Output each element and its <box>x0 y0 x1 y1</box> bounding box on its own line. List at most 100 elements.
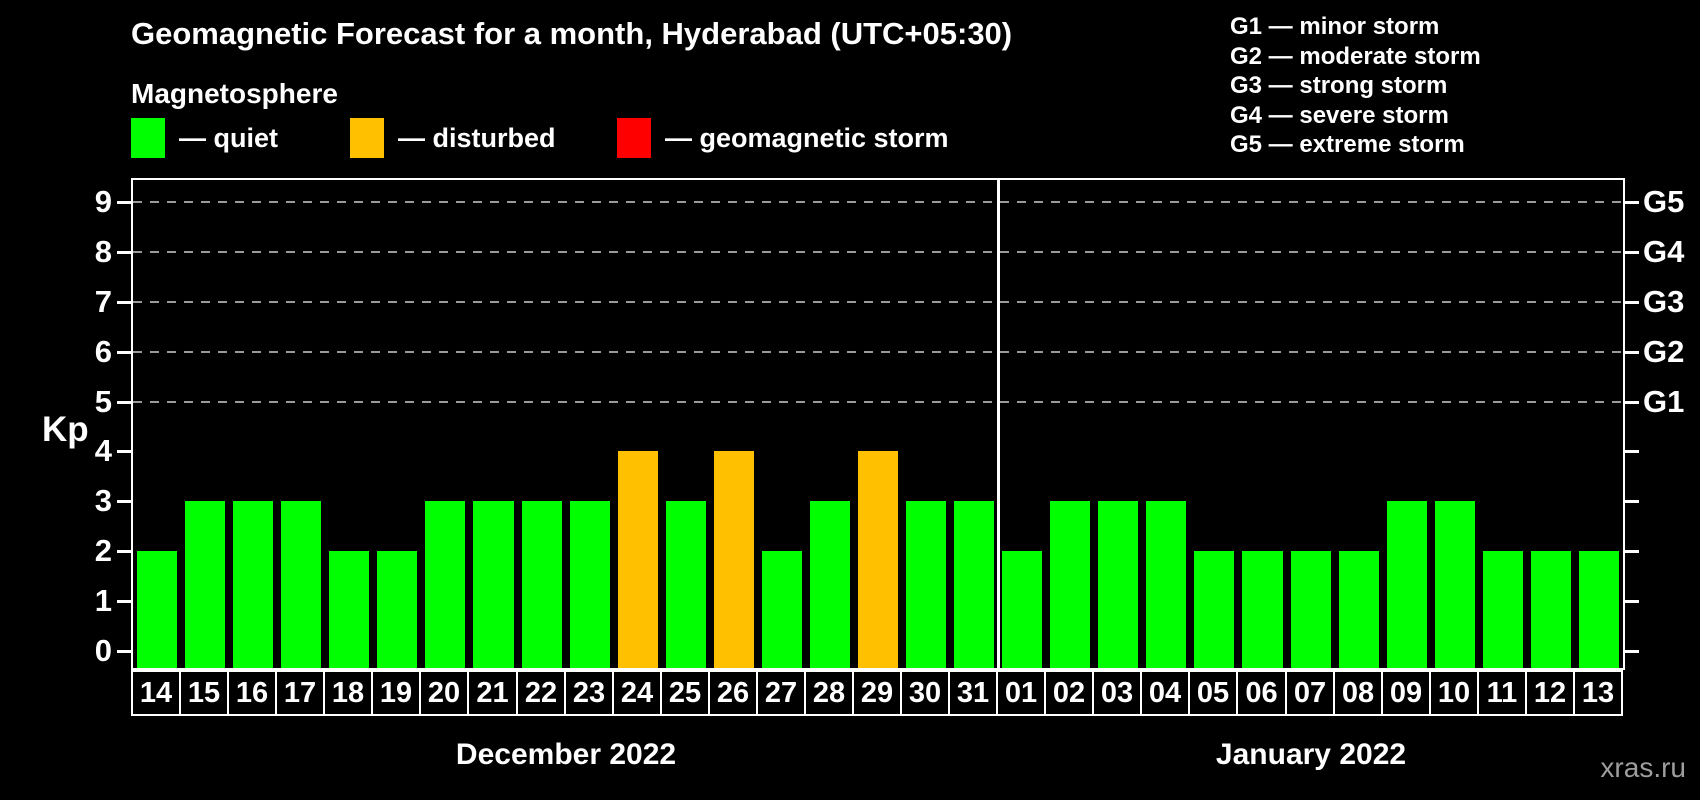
kp-bar-december-20 <box>425 501 466 668</box>
status-legend: — quiet — disturbed — geomagnetic storm <box>0 0 1700 170</box>
kp-bar-december-24 <box>617 451 658 668</box>
legend-swatch-storm-icon <box>617 118 651 158</box>
g-legend-line-4: G4 — severe storm <box>1230 101 1449 129</box>
day-label-19: 19 <box>371 670 421 716</box>
gridline-kp5 <box>133 400 1623 403</box>
legend-label-quiet: — quiet <box>179 122 278 153</box>
g-scale-label-g4: G4 <box>1643 233 1685 269</box>
y-tick-left-7 <box>117 300 131 304</box>
chart-title: Geomagnetic Forecast for a month, Hydera… <box>131 16 1013 51</box>
legend-label-disturbed: — disturbed <box>398 122 556 153</box>
month-label-january: January 2022 <box>1215 738 1407 771</box>
kp-bar-january-06 <box>1242 551 1283 668</box>
kp-bar-january-10 <box>1434 501 1475 668</box>
plot-area <box>131 178 1625 670</box>
day-label-04: 04 <box>1140 670 1190 716</box>
y-axis-label: Kp <box>42 410 89 449</box>
month-separator <box>996 180 1000 668</box>
g-scale-legend: G1 — minor storm G2 — moderate storm G3 — … <box>1230 12 1481 160</box>
y-tick-left-8 <box>117 250 131 254</box>
g-scale-label-g1: G1 <box>1643 383 1685 419</box>
day-label-21: 21 <box>467 670 518 716</box>
kp-bar-january-07 <box>1290 551 1331 668</box>
day-label-20: 20 <box>419 670 469 716</box>
day-label-15: 15 <box>179 670 229 716</box>
y-tick-left-6 <box>117 350 131 354</box>
y-tick-right-3 <box>1625 500 1639 504</box>
kp-bar-december-21 <box>473 501 514 668</box>
y-tick-left-5 <box>117 400 131 404</box>
day-label-06: 06 <box>1236 670 1287 716</box>
g-scale-label-g3: G3 <box>1643 283 1685 319</box>
day-label-01: 01 <box>996 670 1046 716</box>
legend-swatch-disturbed-icon <box>350 118 384 158</box>
g-legend-line-5: G5 — extreme storm <box>1230 131 1465 158</box>
y-tick-left-0 <box>117 650 131 653</box>
kp-bar-january-13 <box>1578 551 1619 668</box>
g-legend-line-1: G1 — minor storm <box>1230 13 1440 40</box>
kp-bar-january-02 <box>1050 501 1091 668</box>
y-tick-left-4 <box>117 450 131 454</box>
y-tick-right-2 <box>1625 550 1639 554</box>
day-label-18: 18 <box>323 670 373 716</box>
day-label-22: 22 <box>516 670 566 716</box>
day-label-13: 13 <box>1573 670 1623 716</box>
day-label-16: 16 <box>227 670 277 716</box>
y-tick-label-2: 2 <box>94 533 112 569</box>
y-tick-right-9 <box>1625 200 1639 204</box>
legend-item-storm: — geomagnetic storm <box>617 118 949 158</box>
kp-bar-january-03 <box>1098 501 1139 668</box>
kp-bar-december-26 <box>713 451 754 668</box>
day-label-11: 11 <box>1477 670 1527 716</box>
day-label-29: 29 <box>852 670 902 716</box>
kp-bar-december-18 <box>329 551 370 668</box>
g-scale-label-g5: G5 <box>1643 183 1685 219</box>
kp-bar-january-08 <box>1338 551 1379 668</box>
kp-bar-december-15 <box>185 501 226 668</box>
kp-bar-december-28 <box>809 501 850 668</box>
y-tick-right-4 <box>1625 450 1639 454</box>
kp-bar-december-27 <box>761 551 802 668</box>
legend-item-disturbed: — disturbed <box>350 118 556 158</box>
kp-bar-december-17 <box>281 501 322 668</box>
day-label-31: 31 <box>948 670 998 716</box>
kp-bar-december-25 <box>665 501 706 668</box>
kp-bar-january-05 <box>1194 551 1235 668</box>
day-label-30: 30 <box>900 670 950 716</box>
y-tick-label-3: 3 <box>94 483 112 519</box>
kp-bar-january-11 <box>1482 551 1523 668</box>
y-tick-label-7: 7 <box>94 283 112 319</box>
y-tick-right-5 <box>1625 400 1639 404</box>
kp-bar-december-14 <box>137 551 178 668</box>
day-label-05: 05 <box>1188 670 1238 716</box>
kp-bar-january-01 <box>1002 551 1043 668</box>
legend-item-quiet: — quiet <box>131 118 278 158</box>
day-label-10: 10 <box>1429 670 1479 716</box>
y-tick-left-3 <box>117 500 131 504</box>
y-tick-label-4: 4 <box>94 433 112 469</box>
legend-label-storm: — geomagnetic storm <box>665 122 949 153</box>
day-label-12: 12 <box>1525 670 1575 716</box>
g-legend-line-2: G2 — moderate storm <box>1230 42 1481 70</box>
kp-bar-december-23 <box>569 501 610 668</box>
kp-bar-january-12 <box>1530 551 1571 668</box>
y-tick-left-2 <box>117 550 131 554</box>
day-label-07: 07 <box>1285 670 1335 716</box>
kp-bar-december-19 <box>377 551 418 668</box>
kp-bar-december-30 <box>906 501 947 668</box>
y-tick-right-1 <box>1625 600 1639 604</box>
y-tick-left-9 <box>117 200 131 204</box>
day-label-03: 03 <box>1092 670 1142 716</box>
legend-swatch-quiet-icon <box>131 118 165 158</box>
y-tick-right-0 <box>1625 650 1639 653</box>
kp-bar-january-04 <box>1146 501 1187 668</box>
day-label-24: 24 <box>612 670 662 716</box>
g-legend-line-3: G3 — strong storm <box>1230 72 1448 99</box>
gridline-kp7 <box>133 300 1623 303</box>
y-tick-label-6: 6 <box>94 333 112 369</box>
y-tick-right-6 <box>1625 350 1639 354</box>
y-tick-label-1: 1 <box>94 583 112 619</box>
day-label-17: 17 <box>275 670 325 716</box>
day-label-08: 08 <box>1333 670 1383 716</box>
